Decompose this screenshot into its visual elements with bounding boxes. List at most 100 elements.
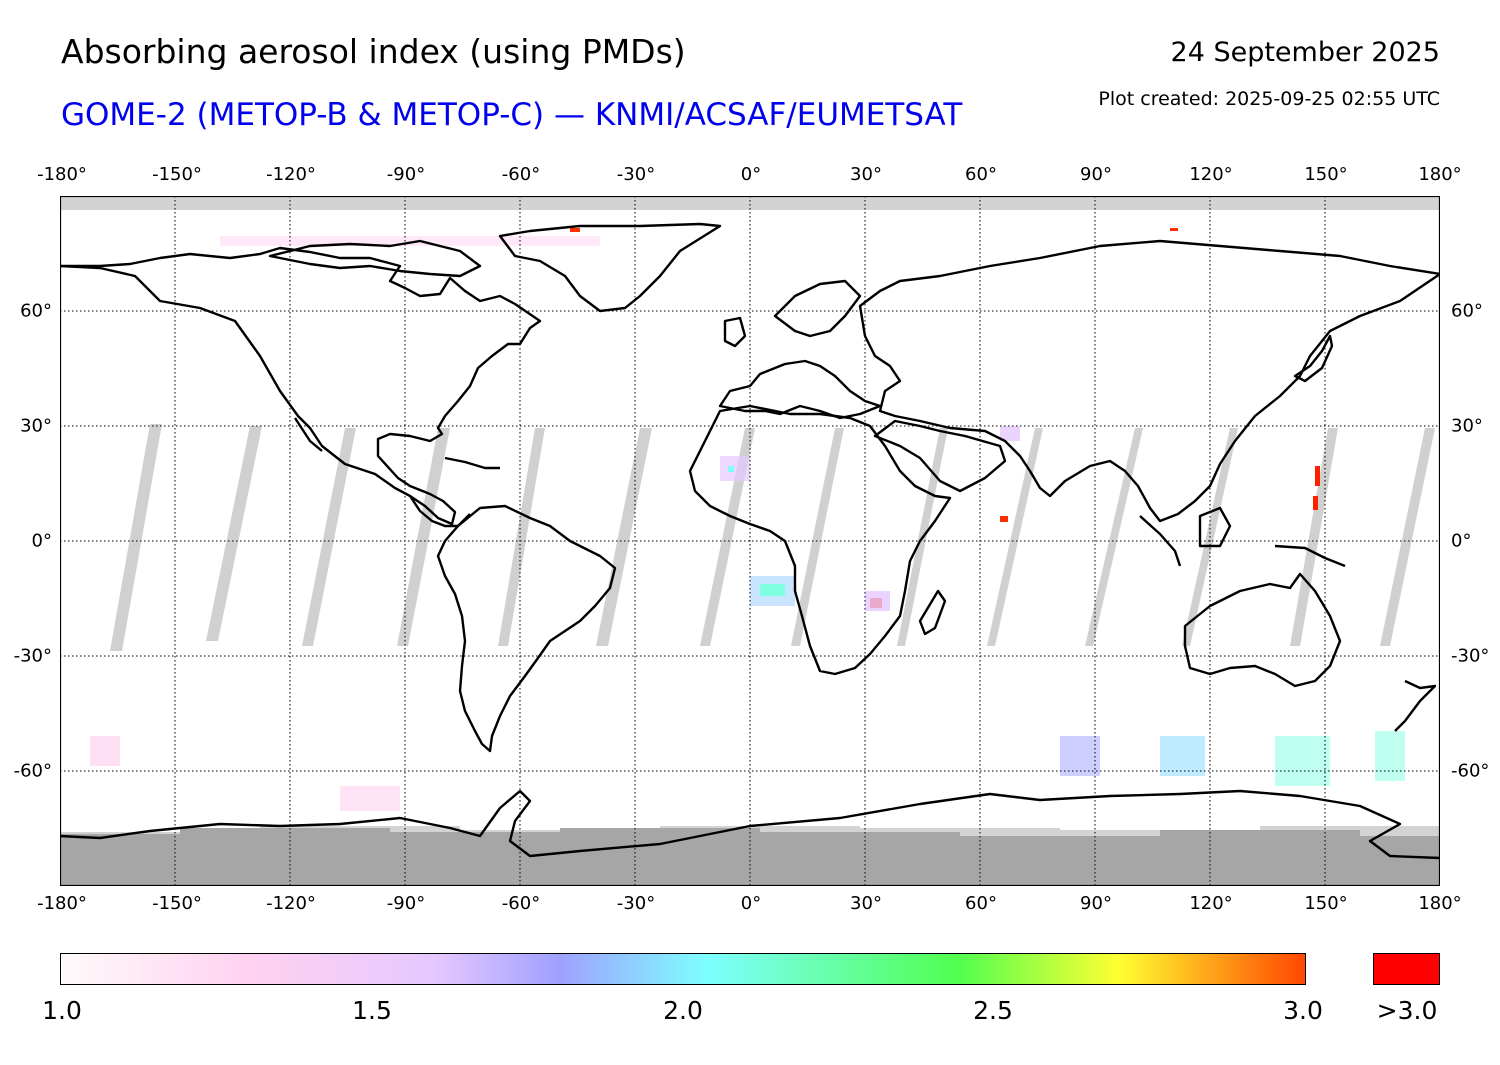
aerosol-pixel	[1170, 228, 1178, 231]
lon-tick-top: -150°	[152, 164, 202, 185]
colorbar-label: 2.5	[973, 996, 1013, 1025]
aerosol-pixel	[1160, 736, 1205, 776]
lat-tick-right: 30°	[1451, 415, 1483, 437]
colorbar-gradient	[60, 953, 1306, 985]
lon-tick-bottom: 0°	[740, 893, 762, 914]
coastline-greenland	[498, 222, 722, 313]
colorbar-label: 1.5	[352, 996, 392, 1025]
no-data-arctic-strip	[60, 196, 1440, 210]
lat-tick-right: -30°	[1451, 645, 1490, 667]
coastline-north-america	[60, 246, 542, 526]
lon-tick-bottom: 180°	[1418, 893, 1462, 914]
lon-tick-bottom: 30°	[850, 893, 882, 914]
lat-tick-right: -60°	[1451, 760, 1490, 782]
lat-tick-left: 0°	[31, 530, 52, 552]
lon-tick-top: 120°	[1189, 164, 1233, 185]
map-frame	[60, 196, 1440, 886]
aerosol-pixel	[1315, 466, 1320, 486]
aerosol-pixel	[1060, 736, 1100, 776]
lon-tick-bottom: -180°	[37, 893, 87, 914]
lon-tick-bottom: -150°	[152, 893, 202, 914]
coastline-south-america	[436, 504, 617, 753]
world-map	[60, 196, 1440, 886]
aerosol-index-pixels	[90, 228, 1405, 811]
coastline-australia	[1183, 572, 1342, 688]
lat-tick-left: 60°	[20, 300, 52, 322]
map-subtitle: GOME-2 (METOP-B & METOP-C) — KNMI/ACSAF/…	[61, 97, 963, 133]
swath-gap	[1085, 428, 1143, 646]
lon-tick-top: 90°	[1080, 164, 1112, 185]
coastline-new-zealand	[1394, 679, 1437, 732]
coastlines	[60, 222, 1440, 860]
lon-tick-top: -90°	[386, 164, 426, 185]
lon-tick-top: 180°	[1418, 164, 1462, 185]
coastline-arctic-islands	[268, 239, 482, 278]
aerosol-pixel	[1313, 496, 1318, 510]
lon-tick-bottom: 120°	[1189, 893, 1233, 914]
aerosol-pixel	[728, 466, 734, 472]
lat-tick-right: 60°	[1451, 300, 1483, 322]
aerosol-pixel	[865, 591, 890, 611]
coastline-borneo	[1198, 506, 1232, 548]
lon-tick-bottom: -30°	[616, 893, 656, 914]
lon-tick-bottom: 90°	[1080, 893, 1112, 914]
coastline-africa	[688, 404, 952, 676]
lon-tick-top: 0°	[740, 164, 762, 185]
lon-tick-top: 150°	[1304, 164, 1348, 185]
aerosol-pixel	[760, 584, 785, 596]
swath-gap	[596, 428, 652, 646]
swath-gap	[206, 426, 262, 641]
swath-gap	[1290, 428, 1338, 646]
colorbar-label: 3.0	[1283, 996, 1323, 1025]
swath-gap	[110, 424, 162, 651]
coastline-antarctica	[60, 789, 1440, 860]
lon-tick-top: -120°	[266, 164, 316, 185]
plot-created-timestamp: Plot created: 2025-09-25 02:55 UTC	[1098, 88, 1440, 110]
aerosol-pixel	[1000, 516, 1008, 522]
lat-tick-left: -30°	[13, 645, 52, 667]
lon-tick-bottom: 60°	[965, 893, 997, 914]
colorbar-over-swatch	[1373, 953, 1440, 985]
lat-tick-right: 0°	[1451, 530, 1472, 552]
coastline-scandinavia	[773, 279, 862, 338]
lon-tick-top: 30°	[850, 164, 882, 185]
swath-gap	[791, 428, 844, 646]
aerosol-pixel	[570, 228, 580, 232]
lon-tick-bottom: -120°	[266, 893, 316, 914]
coastline-uk	[723, 316, 747, 348]
aerosol-pixel	[220, 236, 600, 246]
lon-tick-top: -180°	[37, 164, 87, 185]
coastline-cuba	[444, 456, 500, 470]
map-title: Absorbing aerosol index (using PMDs)	[61, 32, 686, 71]
lat-tick-left: -60°	[13, 760, 52, 782]
lon-tick-bottom: -60°	[501, 893, 541, 914]
lat-tick-left: 30°	[20, 415, 52, 437]
lon-tick-bottom: -90°	[386, 893, 426, 914]
coastline-asia	[858, 239, 1440, 523]
colorbar-label: 1.0	[42, 996, 82, 1025]
colorbar	[60, 953, 1440, 985]
swath-gap	[1380, 428, 1435, 646]
lon-tick-top: -30°	[616, 164, 656, 185]
coastline-sumatra	[1139, 515, 1182, 567]
colorbar-over-label: >3.0	[1376, 996, 1438, 1025]
aerosol-pixel	[1000, 426, 1020, 441]
swath-gap	[700, 428, 755, 646]
graticule	[60, 196, 1440, 886]
aerosol-pixel	[1275, 736, 1330, 786]
coastline-baja	[293, 417, 323, 452]
coastline-japan	[1293, 334, 1334, 383]
coastline-new-guinea	[1274, 544, 1346, 568]
aerosol-pixel	[1375, 731, 1405, 781]
coastline-madagascar	[918, 589, 947, 636]
map-date: 24 September 2025	[1170, 37, 1440, 68]
coastline-arabia	[873, 419, 1007, 493]
aerosol-pixel	[340, 786, 400, 811]
swath-gap	[498, 428, 545, 646]
swath-gap	[987, 428, 1043, 646]
aerosol-pixel	[720, 456, 750, 481]
lon-tick-top: -60°	[501, 164, 541, 185]
swath-gap	[397, 428, 450, 646]
swath-gap	[302, 428, 356, 646]
lon-tick-top: 60°	[965, 164, 997, 185]
